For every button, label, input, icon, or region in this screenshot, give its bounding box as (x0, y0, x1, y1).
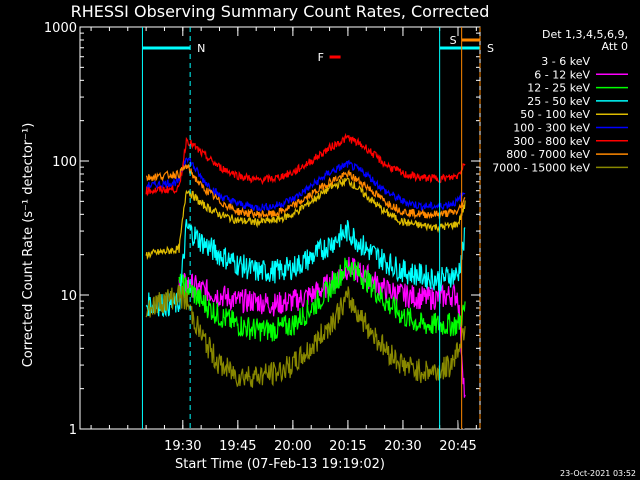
y-tick-label: 100 (52, 155, 77, 170)
series-line (146, 157, 466, 212)
series-line (178, 256, 466, 398)
series-line (145, 163, 466, 220)
y-tick-label: 1 (69, 423, 77, 438)
x-tick-label: 20:45 (439, 439, 476, 454)
flag-label: F (318, 51, 324, 64)
x-tick-label: 20:15 (329, 439, 366, 454)
legend-entry-label: 50 - 100 keV (520, 108, 590, 121)
legend-entry-label: 25 - 50 keV (527, 95, 590, 108)
legend-entry-label: 7000 - 15000 keV (492, 161, 590, 174)
legend-entry-label: 300 - 800 keV (513, 135, 590, 148)
x-axis-label: Start Time (07-Feb-13 19:19:02) (175, 457, 385, 472)
generation-timestamp: 23-Oct-2021 03:52 (560, 469, 636, 478)
series-line (145, 219, 466, 318)
flag-label: S (450, 34, 457, 47)
series-line (178, 257, 466, 342)
x-tick-label: 20:30 (384, 439, 421, 454)
flag-label: S (487, 42, 494, 55)
y-tick-label: 1000 (44, 21, 77, 36)
series-line (145, 284, 466, 388)
chart-title: RHESSI Observing Summary Count Rates, Co… (71, 2, 490, 21)
y-tick-label: 10 (60, 289, 77, 304)
legend-entry-label: 800 - 7000 keV (506, 148, 590, 161)
plot-area: 1 10 100 1000 19:30 19:45 20:00 20:15 20:30 20:45… (44, 21, 494, 454)
flag-label: N (197, 42, 205, 55)
legend-entry-label: 3 - 6 keV (541, 55, 590, 68)
legend-entry-label: 12 - 25 keV (527, 82, 590, 95)
legend-header-line-2: Att 0 (602, 40, 628, 53)
x-tick-label: 19:30 (164, 439, 201, 454)
legend-entry-label: 6 - 12 keV (534, 68, 590, 81)
x-tick-label: 20:00 (274, 439, 311, 454)
legend-entry-label: 100 - 300 keV (513, 122, 590, 135)
x-tick-label: 19:45 (219, 439, 256, 454)
series-line (145, 132, 466, 197)
legend-header-line-1: Det 1,3,4,5,6,9, (542, 28, 628, 41)
y-axis-label: Corrected Count Rate (s⁻¹ detector⁻¹) (21, 123, 36, 368)
series-line (145, 177, 466, 261)
